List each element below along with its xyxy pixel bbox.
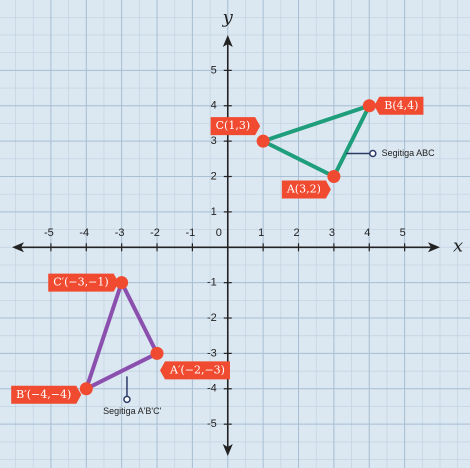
point-label: A′(−2,−3) bbox=[169, 363, 225, 376]
point bbox=[79, 382, 93, 396]
x-axis-label: x bbox=[453, 235, 463, 256]
y-tick-label: 2 bbox=[211, 170, 217, 182]
x-tick-label: 4 bbox=[364, 227, 370, 239]
y-tick-label: 3 bbox=[211, 135, 217, 147]
label-box bbox=[210, 117, 261, 136]
y-tick-label: 1 bbox=[211, 206, 217, 218]
x-tick-label: 2 bbox=[293, 227, 299, 239]
point-label: B′(−4,−4) bbox=[16, 388, 71, 401]
arrow bbox=[12, 242, 24, 253]
marks: Segitiga ABC C(1,3) B(4,4) A(3,2) Segitiga A… bbox=[11, 96, 436, 416]
triangle bbox=[84, 280, 160, 391]
label-box bbox=[11, 385, 82, 404]
annotation-dot bbox=[369, 149, 377, 158]
x-tick-label: -2 bbox=[150, 227, 160, 239]
y-tick-label: -3 bbox=[207, 347, 217, 359]
annotation: Segitiga A'B'C' bbox=[103, 406, 161, 416]
point-label: B(4,4) bbox=[384, 99, 418, 112]
y-tick-label: -4 bbox=[207, 383, 217, 395]
x-tick-label: -4 bbox=[79, 227, 89, 239]
x-tick-label: 1 bbox=[258, 227, 264, 239]
x-tick-label: 3 bbox=[329, 227, 335, 239]
arrow bbox=[222, 35, 233, 47]
arrow bbox=[428, 242, 440, 253]
y-tick-label: -2 bbox=[207, 312, 217, 324]
y-tick-label: 5 bbox=[211, 64, 217, 76]
point-label: C(1,3) bbox=[216, 119, 251, 132]
point bbox=[362, 99, 376, 113]
label-box bbox=[48, 273, 119, 292]
x-tick-label: -1 bbox=[186, 227, 196, 239]
point bbox=[150, 346, 164, 360]
axes: x y -5 -4 -3 -2 -1 0 1 2 3 4 5 -5 -4 -3 -2 -1 1 2 3 4 5 bbox=[12, 7, 463, 456]
point-label: A(3,2) bbox=[286, 183, 321, 196]
label-box bbox=[160, 361, 230, 380]
y-tick-label: -5 bbox=[207, 418, 217, 430]
x-tick-label: -5 bbox=[44, 227, 54, 239]
point bbox=[115, 276, 129, 290]
y-axis-label: y bbox=[222, 7, 234, 28]
arrow bbox=[222, 444, 233, 456]
point bbox=[256, 134, 270, 148]
triangle bbox=[261, 103, 372, 179]
label-box bbox=[374, 96, 424, 115]
label-box bbox=[281, 180, 331, 199]
x-tick-label: 0 bbox=[216, 227, 222, 239]
x-tick-label: -3 bbox=[115, 227, 125, 239]
y-tick-label: -1 bbox=[207, 277, 217, 289]
annotation-dot bbox=[123, 395, 131, 404]
annotation: Segitiga ABC bbox=[382, 148, 436, 158]
point bbox=[327, 170, 341, 184]
x-tick-label: 5 bbox=[400, 227, 406, 239]
point-label: C′(−3,−1) bbox=[53, 276, 108, 289]
y-tick-label: 4 bbox=[211, 100, 217, 112]
